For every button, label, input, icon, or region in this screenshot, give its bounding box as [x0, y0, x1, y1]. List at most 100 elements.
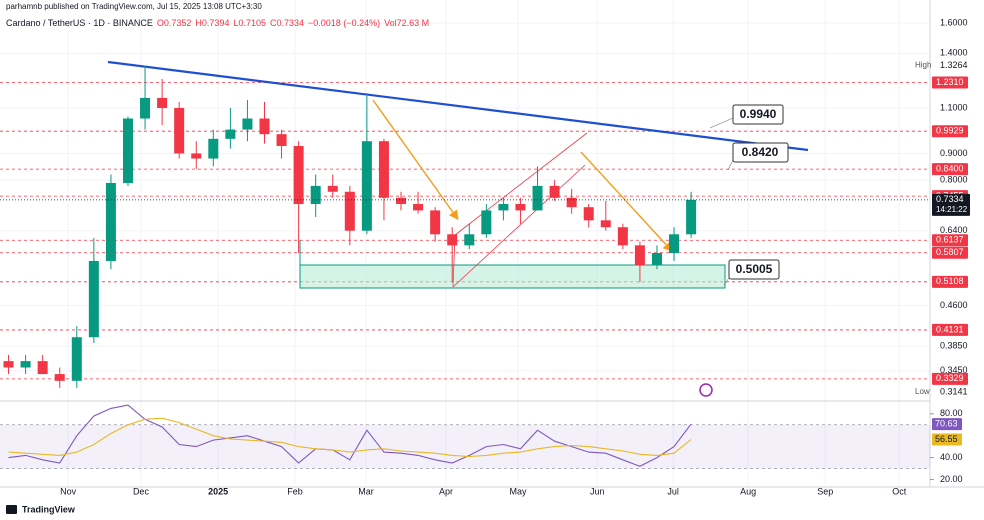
level-label: 0.3329	[936, 373, 964, 383]
rsi-value-tag	[932, 433, 962, 446]
x-tick-label: Nov	[60, 486, 77, 496]
candle-body	[669, 234, 680, 254]
level-label: 1.2310	[936, 77, 964, 87]
candle-body	[191, 153, 202, 159]
candle-body	[122, 118, 133, 183]
candle-body	[634, 245, 645, 266]
extreme-label: 1.3264	[940, 60, 968, 70]
icon	[699, 383, 713, 397]
quote: L0.7105	[233, 18, 266, 28]
y-tick-label: 0.9000	[940, 148, 968, 158]
rsi-line	[8, 417, 692, 458]
candle-body	[464, 234, 475, 246]
x-tick-label: Oct	[892, 486, 907, 496]
extreme-label: 0.3141	[940, 386, 968, 396]
level-label: 0.5807	[936, 247, 964, 257]
candle-body	[686, 199, 697, 235]
candle-body	[583, 207, 594, 221]
candle-body	[20, 361, 31, 368]
level-tag	[932, 125, 968, 138]
rsi-value-tag	[932, 418, 962, 431]
y-tick-label: 1.1000	[940, 102, 968, 112]
channel-line	[452, 164, 586, 288]
rsi-value-label: 56.55	[935, 434, 958, 444]
arrow	[372, 99, 459, 221]
candle-body	[3, 361, 14, 368]
x-tick-label: May	[510, 486, 528, 496]
y-tick-label: 0.3450	[940, 365, 968, 375]
level-label: 0.4131	[936, 324, 964, 334]
footer-logo: TradingView	[22, 504, 76, 514]
level-tag	[932, 323, 968, 336]
level-label: 0.8400	[936, 163, 964, 173]
candle-body	[447, 234, 458, 246]
quote: −0.0018 (−0.24%)	[308, 18, 381, 28]
candle-body	[259, 118, 270, 135]
level-tag	[932, 163, 968, 176]
candle-body	[532, 185, 543, 211]
level-label: 0.5108	[936, 276, 964, 286]
candle-body	[88, 260, 99, 338]
countdown: 14:21:22	[936, 205, 968, 214]
annotation: 0.5005	[736, 262, 773, 276]
quote-line: Cardano / TetherUS · 1D · BINANCE O0.735…	[6, 18, 429, 28]
candle-body	[378, 141, 389, 198]
candle-body	[396, 197, 407, 205]
annotation-box	[732, 142, 789, 163]
level-tag	[932, 275, 968, 288]
candle-body	[157, 97, 168, 108]
byline: parhamnb published on TradingView.com, J…	[6, 2, 262, 11]
support-zone	[299, 264, 726, 289]
candle-body	[413, 204, 424, 211]
y-tick-label: 1.4000	[940, 48, 968, 58]
candle-body	[37, 361, 48, 375]
rsi-tick-label: 40.00	[940, 452, 963, 462]
candle-body	[600, 220, 611, 228]
x-tick-label: Aug	[740, 486, 756, 496]
annotation-box	[728, 259, 780, 280]
level-label: 0.9929	[936, 126, 964, 136]
trend-line	[107, 60, 809, 152]
level-tag	[932, 234, 968, 247]
volume: Vol72.63 M	[384, 18, 430, 28]
header: parhamnb published on TradingView.com, J…	[6, 2, 429, 28]
x-tick-label: 2025	[208, 486, 228, 496]
candle-body	[617, 227, 628, 246]
rsi-band	[0, 424, 930, 469]
x-tick-label: Sep	[817, 486, 833, 496]
x-tick-label: Jun	[590, 486, 605, 496]
candle-body	[481, 210, 492, 235]
rsi-tick-label: 80.00	[940, 408, 963, 418]
x-tick-label: Feb	[287, 486, 303, 496]
extreme-name: High	[915, 61, 931, 70]
candle-body	[71, 337, 82, 381]
x-tick-label: Dec	[133, 486, 150, 496]
connector	[727, 159, 734, 171]
candle-body	[498, 204, 509, 211]
candle-body	[174, 107, 185, 154]
candle-body	[651, 253, 662, 266]
level-tag	[932, 76, 968, 89]
annotation: 0.9940	[740, 107, 777, 121]
connector	[709, 117, 734, 129]
candle-body	[276, 134, 287, 147]
candle-body	[549, 185, 560, 198]
level-tag	[932, 372, 968, 385]
candle-body	[242, 118, 253, 130]
rsi-tick-label: 20.00	[940, 474, 963, 484]
channel-line	[454, 132, 588, 236]
level-tag	[932, 246, 968, 259]
candle-body	[430, 210, 441, 235]
y-tick-label: 0.3850	[940, 340, 968, 350]
candle-body	[361, 141, 372, 231]
x-tick-label: Jul	[667, 486, 679, 496]
logo-icon	[6, 505, 17, 514]
level-label: 0.6137	[936, 235, 964, 245]
quote: C0.7334	[270, 18, 305, 28]
quote: H0.7394	[195, 18, 230, 28]
y-tick-label: 0.8000	[940, 175, 968, 185]
annotation-box	[732, 104, 784, 125]
last-price-tag	[932, 193, 970, 216]
